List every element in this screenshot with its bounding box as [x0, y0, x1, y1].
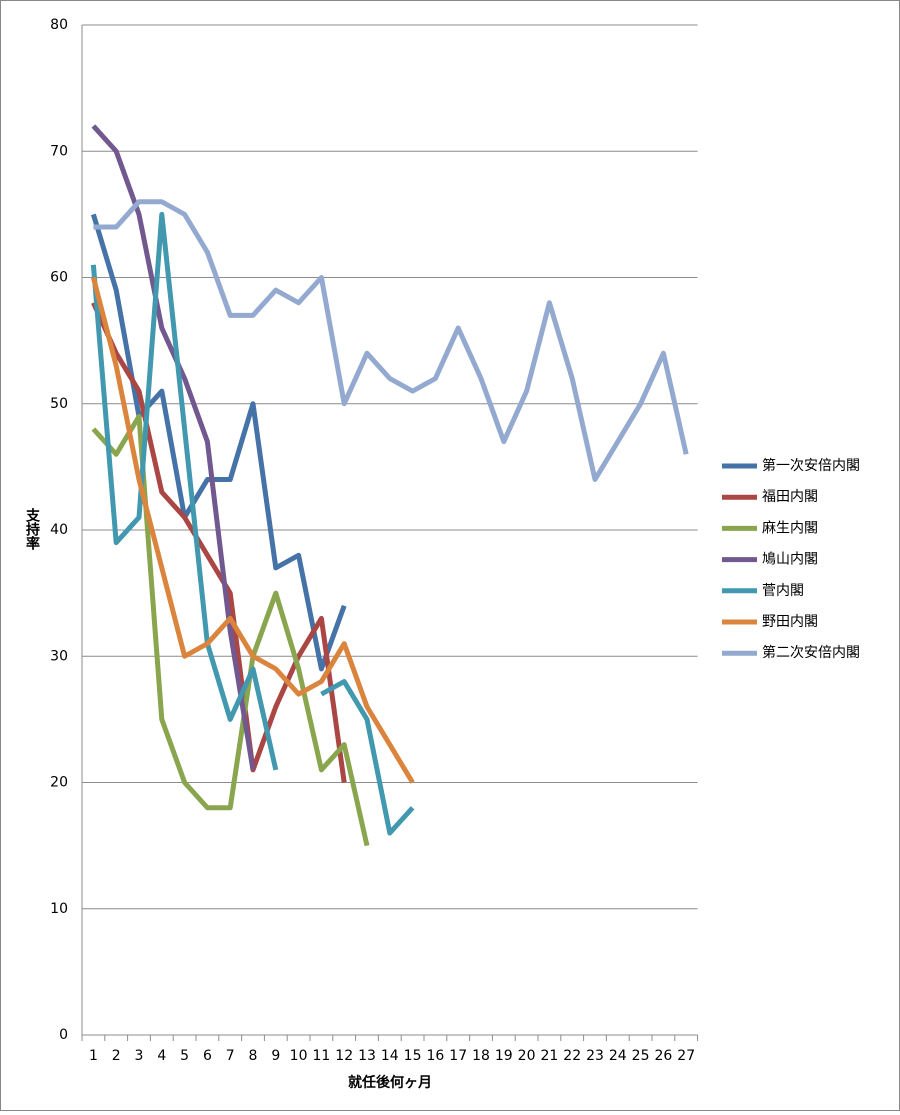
y-axis-label: 支持率 — [24, 507, 41, 551]
x-tick-label: 11 — [312, 1048, 330, 1064]
series-line — [90, 276, 415, 784]
x-tick-label: 5 — [180, 1048, 189, 1064]
legend-label: 福田内閣 — [762, 489, 818, 505]
y-tick-label: 10 — [50, 901, 68, 917]
x-tick-label: 22 — [563, 1048, 581, 1064]
x-tick-label: 7 — [226, 1048, 235, 1064]
legend-label: 菅内閣 — [762, 583, 804, 599]
series-line — [91, 413, 370, 847]
y-tick-label: 30 — [50, 648, 68, 664]
x-tick-label: 26 — [654, 1048, 672, 1064]
x-tick-label: 8 — [249, 1048, 258, 1064]
series-line — [91, 124, 256, 771]
x-tick-label: 1 — [89, 1048, 98, 1064]
x-tick-label: 13 — [358, 1048, 376, 1064]
legend-label: 麻生内閣 — [762, 520, 818, 536]
x-tick-label: 9 — [271, 1048, 280, 1064]
y-tick-label: 0 — [59, 1027, 68, 1043]
x-tick-label: 10 — [290, 1048, 308, 1064]
y-tick-label: 50 — [50, 396, 68, 412]
y-tick-label: 20 — [50, 775, 68, 791]
x-tick-label: 17 — [449, 1048, 467, 1064]
x-tick-label: 4 — [157, 1048, 166, 1064]
x-tick-label: 6 — [203, 1048, 212, 1064]
x-tick-label: 3 — [135, 1048, 144, 1064]
x-tick-label: 14 — [381, 1048, 399, 1064]
legend-label: 第二次安倍内閣 — [762, 644, 860, 661]
legend-label: 第一次安倍内閣 — [762, 457, 860, 474]
x-tick-label: 21 — [540, 1048, 558, 1064]
x-tick-label: 19 — [495, 1048, 513, 1064]
x-tick-label: 15 — [404, 1048, 422, 1064]
x-tick-label: 25 — [632, 1048, 650, 1064]
x-tick-label: 23 — [586, 1048, 604, 1064]
series-line — [90, 211, 415, 836]
series-line — [91, 301, 347, 783]
x-axis-label: 就任後何ヶ月 — [348, 1074, 432, 1091]
series-line — [93, 199, 689, 482]
y-tick-label: 40 — [50, 522, 68, 538]
y-tick-label: 80 — [50, 17, 68, 33]
series-line — [91, 213, 347, 672]
x-tick-label: 12 — [335, 1048, 353, 1064]
y-tick-label: 70 — [50, 143, 68, 159]
x-tick-label: 20 — [518, 1048, 536, 1064]
legend-label: 鳩山内閣 — [762, 552, 818, 568]
x-tick-label: 24 — [609, 1048, 627, 1064]
legend-label: 野田内閣 — [762, 614, 818, 630]
x-tick-label: 16 — [426, 1048, 444, 1064]
x-tick-label: 27 — [677, 1048, 695, 1064]
x-tick-label: 2 — [112, 1048, 121, 1064]
x-tick-label: 18 — [472, 1048, 490, 1064]
y-tick-label: 60 — [50, 270, 68, 286]
